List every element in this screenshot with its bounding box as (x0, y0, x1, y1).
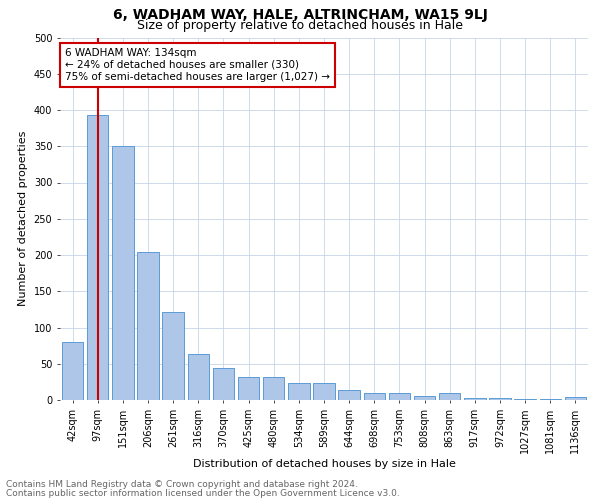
Bar (238, 377, 259, 400)
Text: Contains HM Land Registry data © Crown copyright and database right 2024.: Contains HM Land Registry data © Crown c… (6, 480, 358, 489)
Text: Contains public sector information licensed under the Open Government Licence v3: Contains public sector information licen… (6, 488, 400, 498)
Bar (439, 393, 460, 400)
Bar (163, 312, 184, 400)
Bar (490, 398, 511, 400)
Bar (464, 398, 485, 400)
Bar (539, 398, 561, 400)
X-axis label: Distribution of detached houses by size in Hale: Distribution of detached houses by size … (193, 458, 455, 468)
Bar (87, 115, 109, 400)
Bar (565, 397, 586, 400)
Y-axis label: Number of detached properties: Number of detached properties (18, 131, 28, 306)
Bar (514, 398, 536, 400)
Bar (288, 384, 310, 400)
Bar (338, 390, 360, 400)
Bar (188, 354, 209, 400)
Bar (313, 384, 335, 400)
Bar (414, 396, 435, 400)
Bar (263, 377, 284, 400)
Bar (389, 394, 410, 400)
Text: 6, WADHAM WAY, HALE, ALTRINCHAM, WA15 9LJ: 6, WADHAM WAY, HALE, ALTRINCHAM, WA15 9L… (113, 8, 487, 22)
Bar (364, 394, 385, 400)
Text: Size of property relative to detached houses in Hale: Size of property relative to detached ho… (137, 18, 463, 32)
Bar (62, 342, 83, 400)
Bar (112, 146, 134, 400)
Bar (213, 368, 234, 400)
Text: 6 WADHAM WAY: 134sqm
← 24% of detached houses are smaller (330)
75% of semi-deta: 6 WADHAM WAY: 134sqm ← 24% of detached h… (65, 48, 330, 82)
Bar (137, 252, 158, 400)
